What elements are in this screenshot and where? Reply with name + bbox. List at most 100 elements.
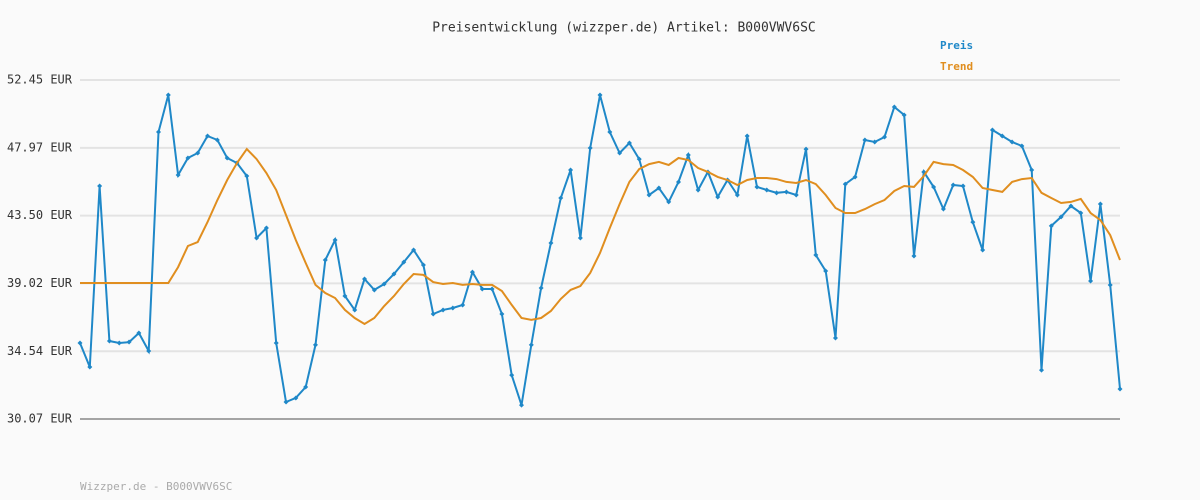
- y-tick-label: 39.02 EUR: [7, 276, 73, 290]
- data-point: [862, 137, 868, 143]
- data-point: [548, 240, 554, 246]
- data-point: [106, 338, 112, 344]
- legend-label: Trend: [940, 60, 973, 73]
- data-point: [1019, 143, 1025, 149]
- y-tick-label: 47.97 EUR: [7, 140, 73, 154]
- data-point: [420, 262, 426, 268]
- data-point: [1029, 167, 1035, 173]
- data-point: [1048, 223, 1054, 229]
- data-point: [607, 129, 613, 135]
- data-point: [744, 133, 750, 139]
- data-point: [224, 155, 230, 161]
- data-point: [1039, 367, 1045, 373]
- y-tick-label: 30.07 EUR: [7, 412, 73, 426]
- data-point: [77, 340, 83, 346]
- data-point: [469, 269, 475, 275]
- data-point: [901, 112, 907, 118]
- data-point: [1088, 278, 1094, 284]
- data-point: [254, 235, 260, 241]
- data-point: [273, 340, 279, 346]
- y-tick-label: 34.54 EUR: [7, 344, 73, 358]
- data-point: [695, 187, 701, 193]
- data-point: [362, 276, 368, 282]
- data-point: [803, 146, 809, 152]
- data-point: [931, 184, 937, 190]
- data-point: [646, 192, 652, 198]
- data-point: [813, 252, 819, 258]
- data-point: [872, 139, 878, 145]
- data-point: [303, 384, 309, 390]
- data-point: [823, 268, 829, 274]
- data-point: [989, 127, 995, 133]
- data-point: [911, 253, 917, 259]
- data-point: [970, 219, 976, 225]
- data-point: [617, 150, 623, 156]
- data-point: [371, 287, 377, 293]
- data-point: [401, 259, 407, 265]
- data-point: [1097, 201, 1103, 207]
- data-point: [499, 311, 505, 317]
- data-point: [793, 192, 799, 198]
- data-point: [322, 257, 328, 263]
- data-point: [882, 134, 888, 140]
- data-point: [568, 167, 574, 173]
- data-point: [214, 137, 220, 143]
- data-point: [980, 247, 986, 253]
- legend-label: Preis: [940, 39, 973, 52]
- data-point: [1068, 203, 1074, 209]
- series-line: [80, 147, 1121, 326]
- data-point: [528, 342, 534, 348]
- data-point: [509, 372, 515, 378]
- data-point: [774, 190, 780, 196]
- data-point: [832, 335, 838, 341]
- data-point: [352, 307, 358, 313]
- data-point: [460, 302, 466, 308]
- data-point: [626, 140, 632, 146]
- data-point: [155, 129, 161, 135]
- data-point: [430, 311, 436, 317]
- data-point: [146, 348, 152, 354]
- data-point: [734, 192, 740, 198]
- chart-title: Preisentwicklung (wizzper.de) Artikel: B…: [432, 21, 816, 36]
- data-point: [538, 285, 544, 291]
- data-point: [1117, 386, 1123, 392]
- data-point: [636, 156, 642, 162]
- data-point: [175, 172, 181, 178]
- data-point: [597, 92, 603, 98]
- data-point: [283, 399, 289, 405]
- data-point: [1107, 282, 1113, 288]
- data-point: [1078, 210, 1084, 216]
- data-point: [126, 339, 132, 345]
- y-tick-label: 43.50 EUR: [7, 208, 73, 222]
- data-point: [116, 340, 122, 346]
- footer: Wizzper.de - B000VWV6SC: [80, 480, 232, 493]
- data-point: [411, 247, 417, 253]
- data-point: [165, 92, 171, 98]
- data-point: [391, 271, 397, 277]
- data-point: [666, 199, 672, 205]
- data-point: [97, 183, 103, 189]
- data-point: [136, 330, 142, 336]
- data-point: [312, 342, 318, 348]
- y-tick-label: 52.45 EUR: [7, 73, 73, 87]
- data-point: [852, 174, 858, 180]
- data-point: [450, 305, 456, 311]
- data-point: [783, 189, 789, 195]
- data-point: [754, 184, 760, 190]
- data-point: [263, 225, 269, 231]
- data-point: [87, 364, 93, 370]
- data-point: [489, 286, 495, 292]
- data-point: [244, 173, 250, 179]
- data-point: [479, 286, 485, 292]
- data-point: [842, 181, 848, 187]
- data-point: [1058, 214, 1064, 220]
- data-point: [999, 133, 1005, 139]
- data-point: [656, 185, 662, 191]
- data-point: [675, 179, 681, 185]
- data-point: [940, 206, 946, 212]
- data-point: [332, 237, 338, 243]
- data-point: [715, 194, 721, 200]
